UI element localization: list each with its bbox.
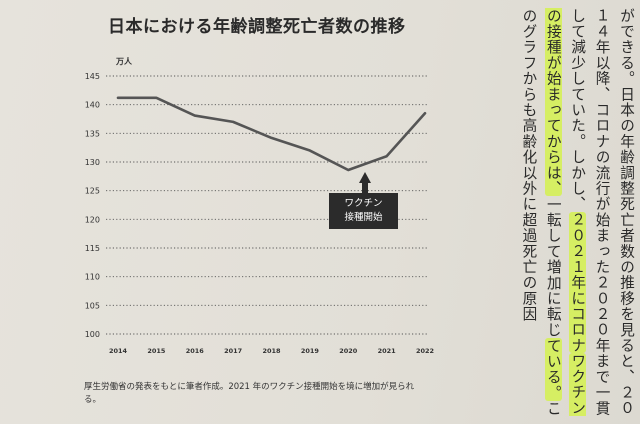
callout-line-1: ワクチン [344, 198, 383, 209]
y-tick-label-110: 110 [85, 273, 100, 282]
x-tick-label-2018: 2018 [262, 347, 281, 355]
highlight-teiru: ている。 [544, 337, 562, 401]
vaccine-start-callout: ワクチン 接種開始 [329, 193, 398, 229]
y-tick-label-140: 140 [85, 101, 100, 110]
body-col-3a: で一貫して減少していた。しかし、 [569, 8, 611, 417]
body-col-5-rest: このグラフからも高齢化以外に超過死亡の原因 [520, 8, 562, 417]
callout-line-2: 接種開始 [344, 212, 383, 223]
x-tick-label-2020: 2020 [339, 347, 358, 355]
y-tick-label-105: 105 [85, 301, 100, 310]
x-tick-label-2014: 2014 [109, 347, 128, 355]
y-tick-label-120: 120 [85, 215, 100, 224]
y-tick-label-145: 145 [85, 72, 100, 81]
vertical-body-text: ができる。日本の年齢調整死亡者数の推移を見ると、２０１４年以降、コロナの流行が始… [462, 8, 638, 420]
body-col-4-rest: 一転して増加に転じ [544, 196, 562, 338]
highlight-2021: ２０２１年にコロナ [569, 212, 587, 354]
y-tick-label-115: 115 [85, 244, 100, 253]
chart-caption: 厚生労働省の発表をもとに筆者作成。2021 年のワクチン接種開始を境に増加が見ら… [84, 382, 415, 405]
y-tick-label-100: 100 [85, 330, 100, 339]
series-line [116, 96, 427, 172]
x-tick-label-2021: 2021 [378, 347, 397, 355]
body-col-1: ができる。日本の年齢調整死亡者数の推移を見ると、 [618, 8, 635, 385]
x-tick-label-2019: 2019 [301, 347, 320, 355]
x-tick-label-2022: 2022 [416, 347, 434, 355]
chart-title: 日本における年齢調整死亡者数の推移 [108, 17, 406, 37]
y-tick-label-130: 130 [85, 158, 100, 167]
x-tick-label-2017: 2017 [224, 347, 242, 355]
x-tick-label-2016: 2016 [186, 347, 205, 355]
y-axis-unit-label: 万人 [116, 57, 132, 66]
y-tick-label-125: 125 [85, 187, 100, 196]
callout-arrow-stem [362, 182, 368, 194]
chart-panel: 日本における年齢調整死亡者数の推移 万人 100 105 110 115 120 125 1… [84, 17, 434, 405]
y-tick-label-135: 135 [85, 129, 100, 138]
line-chart: 100 105 110 115 120 125 130 135 140 145 2014 2015 20… [85, 72, 434, 355]
callout-arrow-head [359, 172, 371, 183]
x-tick-label-2015: 2015 [147, 347, 166, 355]
body-col-2: ２０１４年以降、コロナの流行が始まった２０２０年ま [593, 8, 635, 417]
